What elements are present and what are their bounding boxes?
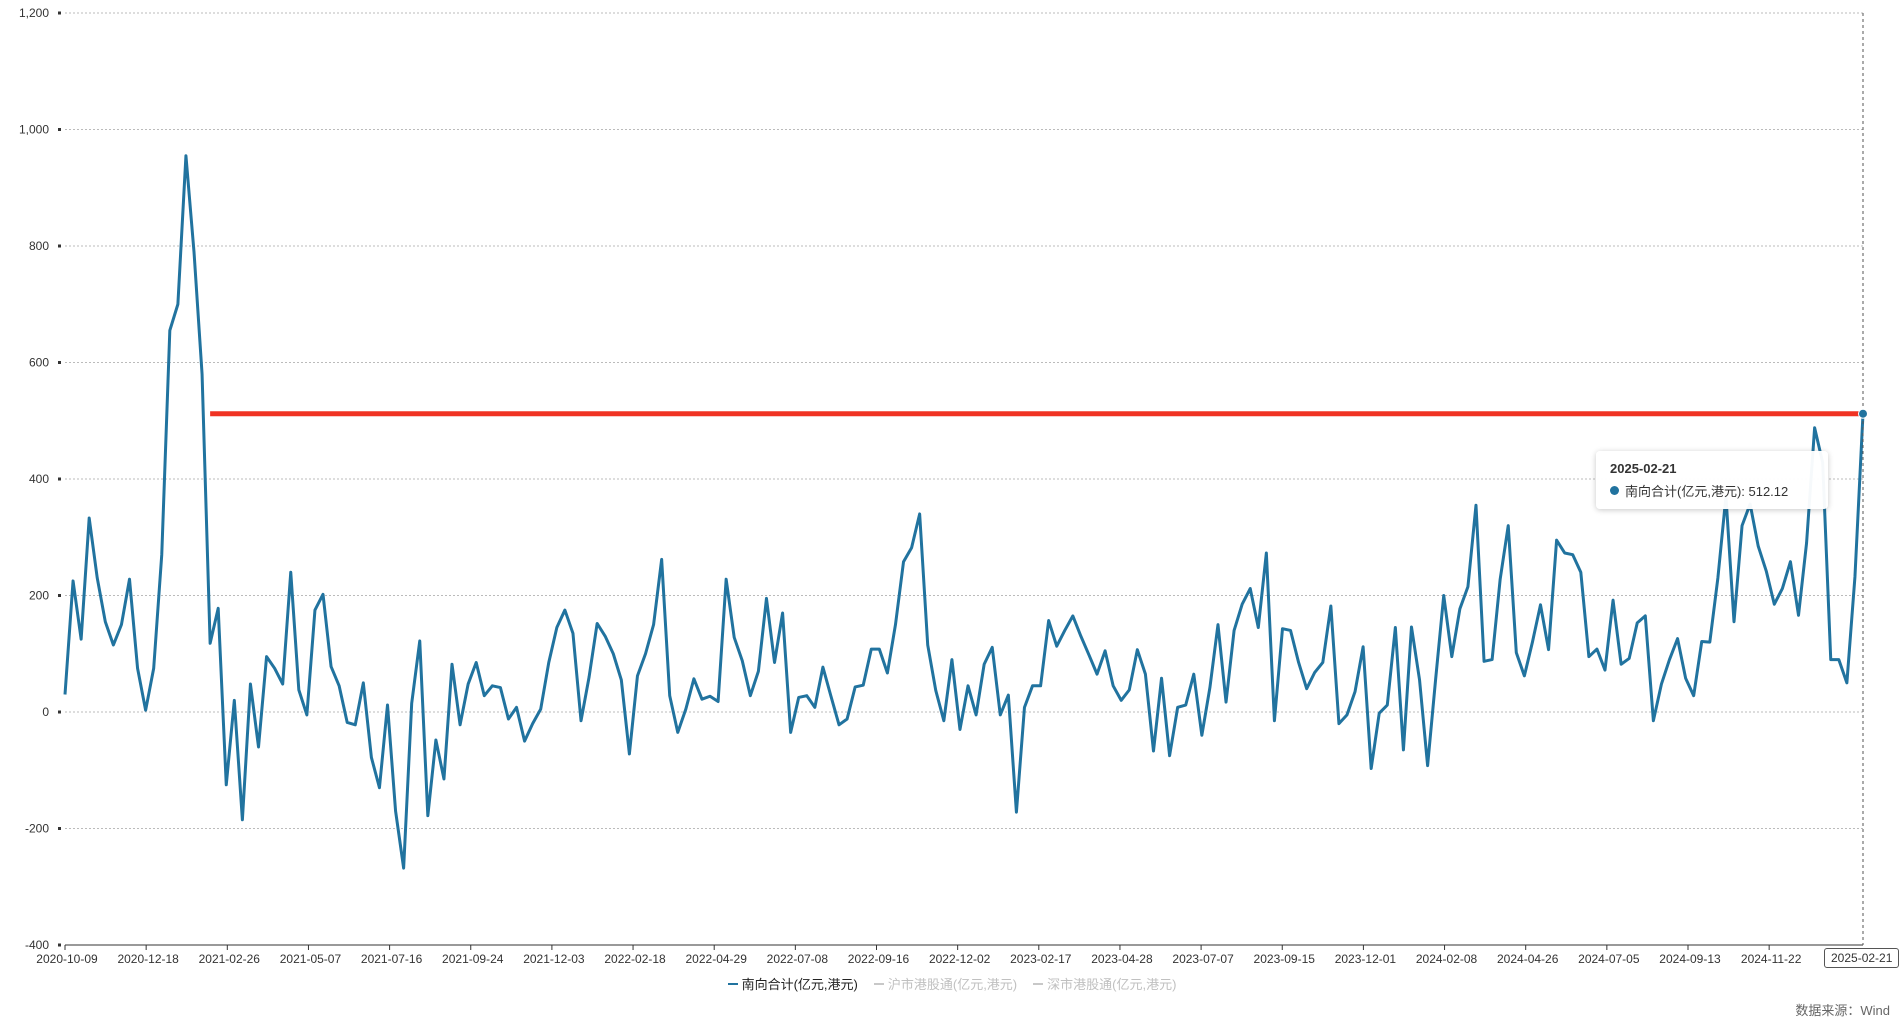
y-tick-mark [58,244,61,248]
y-tick-label: 1,000 [19,123,49,137]
legend-item-shanghai-connect[interactable]: 沪市港股通(亿元,港元) [873,974,1018,993]
x-tick-label: 2024-11-22 [1741,952,1802,966]
legend-swatch [873,982,884,985]
tooltip-series-dot [1610,486,1619,495]
x-tick-label: 2022-07-08 [767,952,829,966]
x-tick-label: 2024-07-05 [1578,952,1640,966]
y-tick-label: 0 [42,705,49,719]
x-tick-label: 2024-04-26 [1497,952,1559,966]
y-tick-label: -400 [25,938,49,952]
y-tick-mark [58,943,61,947]
x-tick-label: 2023-02-17 [1010,952,1072,966]
y-tick-mark [58,11,61,15]
y-tick-mark [58,477,61,481]
tooltip-value: 南向合计(亿元,港元): 512.12 [1625,484,1789,499]
x-tick-label: 2021-07-16 [361,952,423,966]
x-tick-label: 2021-05-07 [280,952,342,966]
x-axis: 2020-10-09 2020-12-18 2021-02-26 2021-05-07… [36,944,1863,966]
y-tick-label: 400 [29,472,49,486]
x-tick-label: 2022-02-18 [604,952,666,966]
y-tick-label: 600 [29,356,49,370]
legend-swatch [727,982,738,985]
series-line-southbound-total[interactable] [63,154,1865,870]
x-tick-label: 2023-12-01 [1335,952,1397,966]
x-tick-label: 2020-12-18 [117,952,179,966]
y-tick-label: -200 [25,822,49,836]
legend-item-shenzhen-connect[interactable]: 深市港股通(亿元,港元) [1033,974,1176,993]
legend-label: 沪市港股通(亿元,港元) [887,977,1018,992]
y-tick-label: 200 [29,589,49,603]
x-tick-label: 2022-04-29 [686,952,748,966]
tooltip-date: 2025-02-21 [1610,461,1677,476]
y-axis: -400 -200 0 200 400 600 800 1,000 1,200 [19,6,61,952]
legend: 南向合计(亿元,港元) 沪市港股通(亿元,港元) 深市港股通(亿元,港元) [0,974,1904,993]
data-source: 数据来源：Wind [1795,1003,1890,1018]
x-tick-label: 2023-09-15 [1254,952,1316,966]
legend-label: 深市港股通(亿元,港元) [1047,977,1177,992]
x-tick-label: 2023-04-28 [1091,952,1153,966]
legend-item-southbound-total[interactable]: 南向合计(亿元,港元) [727,974,858,993]
x-tick-label: 2021-09-24 [442,952,504,966]
x-tick-label: 2022-12-02 [929,952,991,966]
x-tick-label: 2023-07-07 [1172,952,1234,966]
y-tick-mark [58,128,61,131]
tooltip: 2025-02-21 南向合计(亿元,港元): 512.12 [1596,451,1828,509]
x-tick-label: 2022-09-16 [848,952,910,966]
grid-lines [65,12,1863,946]
y-tick-label: 1,200 [19,6,49,20]
y-tick-mark [58,710,61,714]
legend-label: 南向合计(亿元,港元) [741,977,858,992]
hover-point[interactable] [1858,408,1868,419]
x-tick-label: 2020-10-09 [36,952,98,966]
y-tick-mark [58,827,61,830]
y-tick-mark [58,594,61,597]
x-tick-label: 2021-02-26 [199,952,261,966]
y-tick-label: 800 [29,239,49,253]
y-tick-mark [58,361,61,364]
x-tick-label: 2021-12-03 [523,952,585,966]
x-tick-label: 2024-09-13 [1659,952,1721,966]
x-tick-label: 2024-02-08 [1416,952,1478,966]
legend-swatch [1033,982,1044,985]
crosshair-date-label: 2025-02-21 [1824,948,1900,968]
